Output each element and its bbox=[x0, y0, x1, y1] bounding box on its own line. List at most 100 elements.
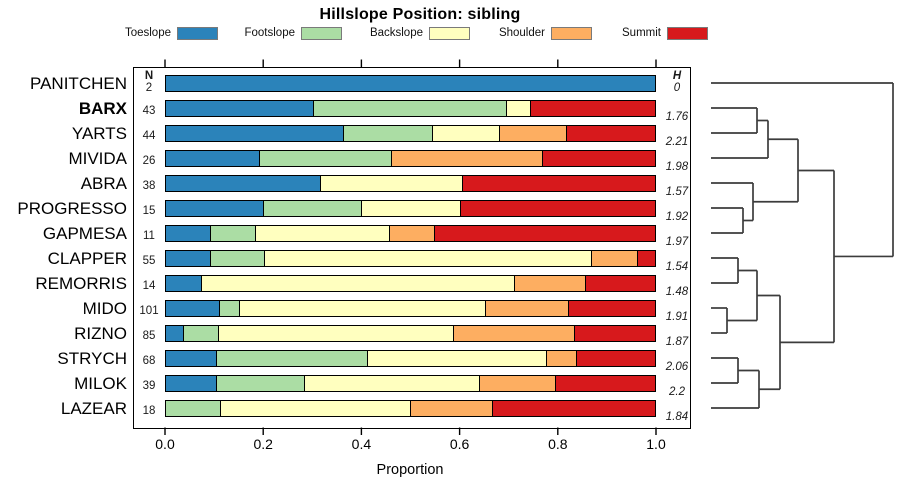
stacked-bar bbox=[165, 274, 656, 292]
bar-segment-summit bbox=[573, 325, 655, 341]
bar-segment-backslope bbox=[319, 175, 462, 191]
bar-segment-summit bbox=[565, 125, 655, 141]
bar-segment-footslope bbox=[182, 325, 219, 341]
bar-segment-shoulder bbox=[498, 125, 566, 141]
bar-segment-footslope bbox=[259, 150, 392, 166]
bar-segment-shoulder bbox=[514, 275, 585, 291]
x-tick-label: 0.0 bbox=[155, 436, 175, 452]
stacked-bar bbox=[165, 324, 656, 342]
n-value: 38 bbox=[142, 180, 156, 192]
h-value: 1.84 bbox=[665, 411, 689, 423]
h-value: 1.98 bbox=[665, 161, 689, 173]
bar-segment-summit bbox=[584, 275, 655, 291]
legend-label: Shoulder bbox=[498, 27, 545, 39]
bar-segment-backslope bbox=[303, 375, 479, 391]
stacked-bar bbox=[165, 149, 656, 167]
x-tick-label: 0.6 bbox=[449, 436, 470, 452]
bar-segment-toeslope bbox=[166, 375, 216, 391]
h-value: 1.57 bbox=[665, 186, 689, 198]
stacked-bar bbox=[165, 374, 656, 392]
bar-segment-toeslope bbox=[166, 100, 313, 116]
n-value: 44 bbox=[142, 130, 156, 142]
row-label: REMORRIS bbox=[35, 273, 127, 293]
bar-segment-toeslope bbox=[166, 225, 211, 241]
bar-segment-shoulder bbox=[485, 300, 568, 316]
legend-swatch-summit bbox=[667, 27, 708, 40]
row-label: YARTS bbox=[71, 123, 127, 143]
x-tick-label: 0.2 bbox=[253, 436, 273, 452]
n-value: 11 bbox=[143, 230, 155, 242]
stacked-bar bbox=[165, 224, 656, 242]
bar-segment-backslope bbox=[264, 250, 592, 266]
bar-segment-footslope bbox=[263, 200, 362, 216]
stacked-bar bbox=[165, 249, 656, 267]
h-value: 1.92 bbox=[665, 211, 689, 223]
n-value: 43 bbox=[142, 105, 156, 117]
stacked-bar bbox=[165, 124, 656, 142]
bar-segment-footslope bbox=[215, 375, 304, 391]
stacked-bar bbox=[165, 349, 656, 367]
legend-swatch-toeslope bbox=[177, 27, 218, 40]
bar-segment-toeslope bbox=[166, 75, 655, 91]
n-value: 68 bbox=[142, 355, 156, 367]
n-value: 15 bbox=[142, 205, 156, 217]
x-tick-label: 0.4 bbox=[351, 436, 372, 452]
bar-segment-summit bbox=[541, 150, 655, 166]
bar-segment-footslope bbox=[218, 300, 240, 316]
bar-segment-shoulder bbox=[388, 225, 434, 241]
bar-segment-backslope bbox=[366, 350, 547, 366]
row-label: RIZNO bbox=[74, 323, 127, 343]
x-tick-label: 0.8 bbox=[548, 436, 568, 452]
bar-segment-summit bbox=[554, 375, 655, 391]
row-label: MIVIDA bbox=[68, 148, 127, 168]
bar-segment-toeslope bbox=[166, 350, 216, 366]
stacked-bar bbox=[165, 74, 656, 92]
bar-segment-summit bbox=[492, 400, 655, 416]
row-label: MIDO bbox=[82, 298, 127, 318]
h-value: 2.2 bbox=[669, 386, 685, 398]
n-value: 26 bbox=[142, 155, 156, 167]
n-value: 55 bbox=[142, 255, 156, 267]
bar-segment-summit bbox=[461, 175, 655, 191]
bar-segment-backslope bbox=[219, 400, 410, 416]
bar-segment-backslope bbox=[505, 100, 530, 116]
bar-segment-shoulder bbox=[546, 350, 576, 366]
h-value: 1.76 bbox=[665, 111, 689, 123]
row-label: GAPMESA bbox=[42, 223, 127, 243]
h-value: 2.21 bbox=[665, 136, 689, 148]
h-column-header: H bbox=[672, 70, 682, 82]
bar-segment-backslope bbox=[255, 225, 389, 241]
h-value: 1.97 bbox=[665, 236, 689, 248]
h-value: 2.06 bbox=[665, 361, 689, 373]
row-label: PROGRESSO bbox=[17, 198, 127, 218]
n-value: 14 bbox=[142, 280, 156, 292]
bar-segment-summit bbox=[636, 250, 655, 266]
bar-segment-summit bbox=[575, 350, 655, 366]
bar-segment-toeslope bbox=[166, 325, 183, 341]
bar-segment-footslope bbox=[166, 400, 220, 416]
stacked-bar bbox=[165, 174, 656, 192]
n-value: 101 bbox=[139, 305, 159, 317]
bar-segment-summit bbox=[529, 100, 655, 116]
stacked-bar bbox=[165, 199, 656, 217]
stacked-bar bbox=[165, 399, 656, 417]
bar-segment-shoulder bbox=[391, 150, 542, 166]
x-axis-label: Proportion bbox=[376, 462, 444, 478]
bar-segment-shoulder bbox=[591, 250, 637, 266]
bar-segment-footslope bbox=[342, 125, 432, 141]
n-value: 2 bbox=[145, 82, 153, 94]
stacked-bar bbox=[165, 99, 656, 117]
x-tick-label: 1.0 bbox=[646, 436, 666, 452]
legend-swatch-backslope bbox=[429, 27, 470, 40]
legend-swatch-shoulder bbox=[551, 27, 592, 40]
row-label: STRYCH bbox=[57, 348, 127, 368]
bar-segment-summit bbox=[567, 300, 655, 316]
row-label: LAZEAR bbox=[60, 398, 127, 418]
bar-segment-footslope bbox=[210, 225, 256, 241]
h-value: 1.48 bbox=[665, 286, 689, 298]
bar-segment-toeslope bbox=[166, 200, 264, 216]
row-label: PANITCHEN bbox=[30, 73, 127, 93]
n-value: 85 bbox=[142, 330, 156, 342]
